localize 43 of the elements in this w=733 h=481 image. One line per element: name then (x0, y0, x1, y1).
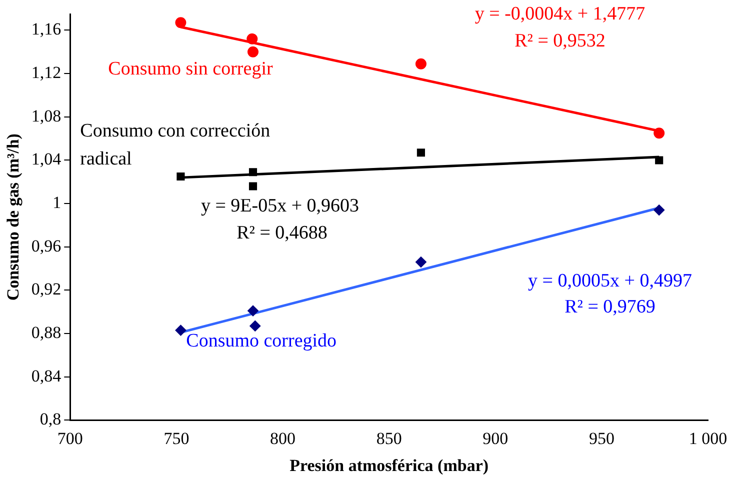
annotation: y = 0,0005x + 0,4997 (528, 270, 692, 292)
y-tick-label: 1,16 (31, 20, 62, 39)
annotation: R² = 0,9532 (514, 30, 606, 52)
y-tick-label: 1,12 (31, 63, 62, 82)
y-tick-label: 0,8 (40, 410, 62, 429)
annotation: y = 9E-05x + 0,9603 (200, 195, 360, 216)
x-tick-label: 750 (164, 428, 190, 448)
annotation: y = -0,0004x + 1,4777 (474, 3, 646, 24)
point (655, 156, 664, 164)
point (248, 305, 258, 316)
y-tick-label: 1,08 (31, 106, 62, 126)
annotation: R² = 0,4688 (236, 222, 328, 244)
point (246, 33, 258, 44)
y-tick-label: 0,88 (31, 323, 62, 342)
annotation: R² = 0,9769 (564, 296, 656, 318)
point (416, 148, 426, 157)
point (175, 17, 186, 28)
point (654, 204, 665, 216)
x-tick-label: 700 (57, 428, 83, 448)
series-label: Consumo con corrección radical (80, 120, 271, 170)
point (250, 320, 261, 332)
series-label: Consumo sin corregir (108, 58, 274, 80)
y-axis-title: Consumo de gas (m³/h) (4, 134, 23, 301)
x-axis-title: Presión atmosférica (mbar) (290, 456, 489, 476)
point (248, 182, 258, 190)
y-tick-label: 1 (52, 193, 62, 212)
point (176, 172, 185, 181)
x-tick-label: 800 (270, 428, 296, 448)
x-tick-label: 900 (482, 428, 508, 448)
y-tick-label: 0,92 (31, 280, 62, 299)
x-tick-label: 1 000 (688, 428, 728, 448)
point (415, 58, 426, 70)
point (248, 168, 258, 176)
point (175, 324, 186, 336)
x-tick-label: 850 (376, 428, 402, 448)
point (654, 128, 665, 139)
point (415, 256, 426, 268)
y-tick-label: 0,96 (31, 236, 62, 256)
y-tick-label: 0,84 (31, 366, 62, 386)
point (248, 46, 258, 58)
y-tick-label: 1,04 (31, 150, 62, 169)
series-label: Consumo corregido (186, 330, 337, 352)
x-tick-label: 950 (588, 428, 614, 448)
